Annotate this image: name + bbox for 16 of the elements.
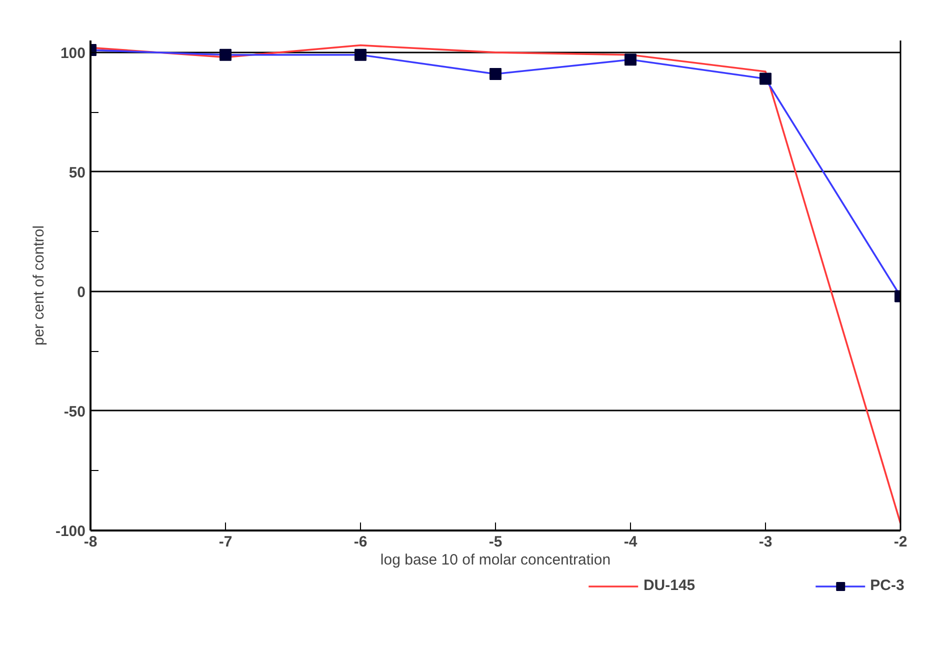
x-tick-label: -8 [84, 534, 98, 550]
x-tick-label: -6 [354, 534, 368, 550]
y-axis-title: per cent of control [30, 225, 48, 346]
x-tick-label: -3 [758, 534, 772, 550]
y-tick-label: 50 [68, 164, 86, 182]
x-tick-label: -4 [624, 534, 638, 550]
y-tick-label: -100 [55, 523, 86, 540]
x-tick-label: -5 [488, 534, 502, 550]
y-tick-label: 100 [60, 44, 86, 62]
y-tick-label: -50 [64, 403, 86, 420]
legend-label: DU-145 [643, 577, 696, 594]
x-axis-title: log base 10 of molar concentration [380, 552, 611, 568]
x-tick-label: -7 [218, 534, 232, 550]
legend-label: PC-3 [870, 577, 904, 594]
y-tick-label: 0 [77, 284, 86, 301]
x-tick-label: -2 [894, 534, 908, 550]
